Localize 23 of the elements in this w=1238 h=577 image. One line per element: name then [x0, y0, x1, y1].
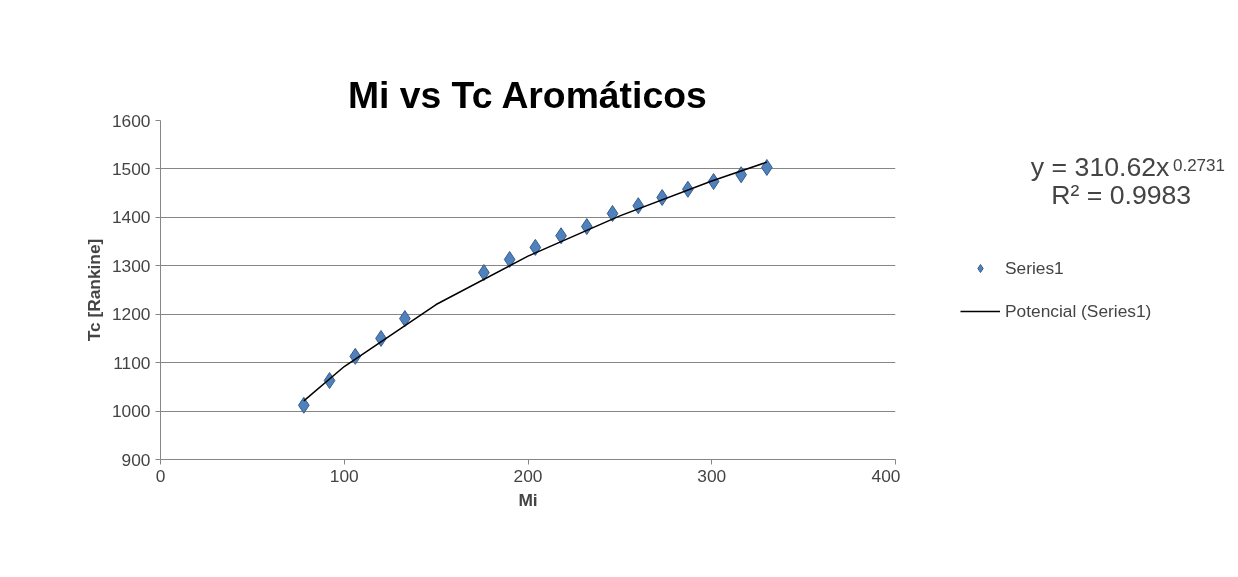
legend-label: Potencial (Series1)	[1005, 300, 1152, 322]
point	[297, 396, 310, 414]
legend-label: Series1	[1005, 257, 1064, 279]
chart-title: Mi vs Tc Aromáticos	[347, 73, 707, 116]
y-tick-label: 1200	[111, 304, 151, 325]
x-axis-title: Mi	[518, 489, 538, 510]
x-tick-label: 300	[697, 465, 727, 486]
y-axis-title: Tc [Rankine]	[83, 238, 104, 342]
text: R² = 0.9983	[1051, 180, 1192, 211]
y-tick-label: 1400	[111, 207, 151, 228]
point	[529, 238, 542, 256]
y-tick-label: 1600	[111, 110, 151, 131]
y-tick-label: 1100	[113, 352, 151, 373]
y-tick-label: 1300	[111, 255, 151, 276]
x-tick-label: 200	[513, 465, 543, 486]
x-tick-label: 0	[155, 465, 166, 486]
point	[503, 250, 516, 268]
x-tick-label: 100	[329, 465, 359, 486]
y-tick-label: 1000	[111, 401, 151, 422]
y-tick-label: 1500	[111, 158, 151, 179]
y-tick-label: 900	[121, 449, 151, 470]
x-tick-label: 400	[871, 465, 901, 486]
point	[606, 204, 619, 222]
